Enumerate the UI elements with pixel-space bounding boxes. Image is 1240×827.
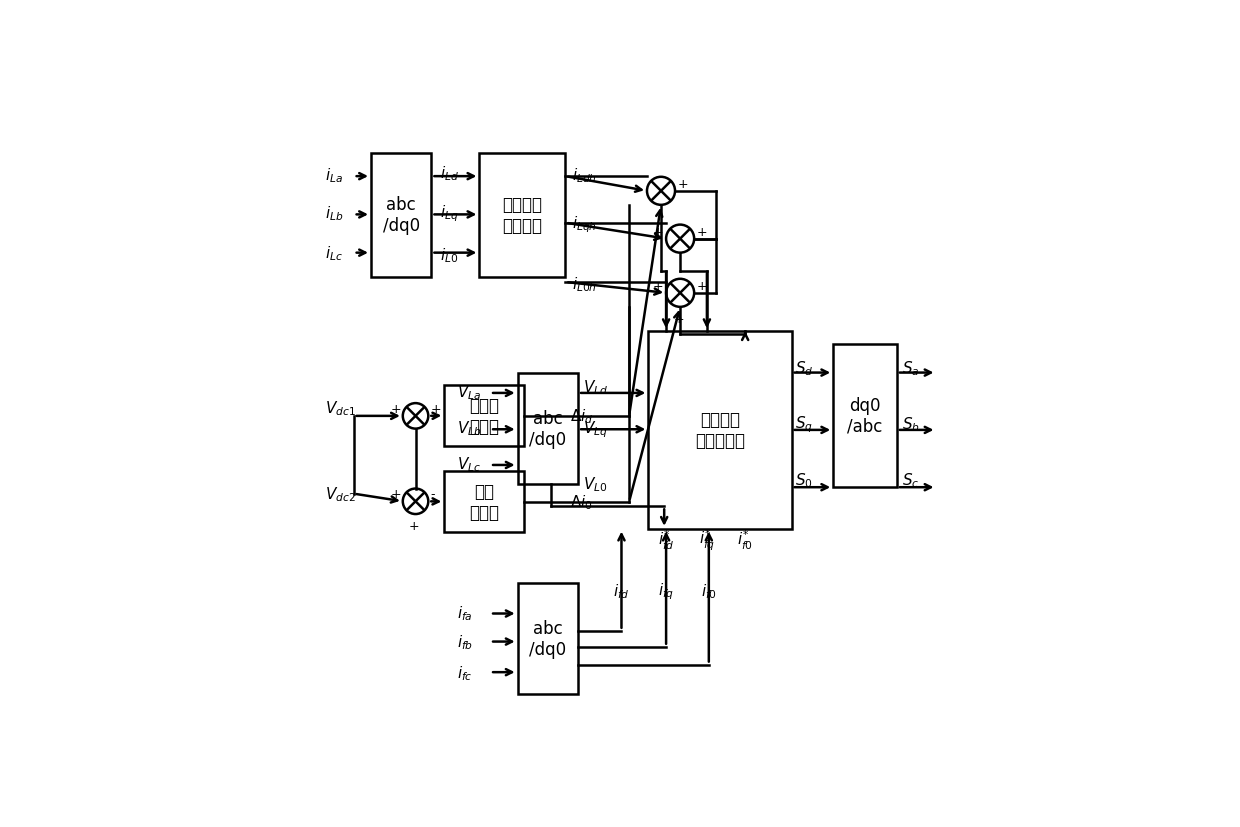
Text: abc
/dq0: abc /dq0 — [529, 409, 567, 448]
Text: $i_{f0}$: $i_{f0}$ — [701, 581, 717, 600]
Text: $S_{c}$: $S_{c}$ — [901, 471, 919, 490]
Text: $i_{fq}$: $i_{fq}$ — [658, 581, 675, 601]
Text: $i_{fa}$: $i_{fa}$ — [458, 604, 472, 623]
Text: $i_{La}$: $i_{La}$ — [325, 166, 343, 185]
Text: $i_{L0h}$: $i_{L0h}$ — [572, 275, 596, 294]
Text: $i_{fb}$: $i_{fb}$ — [458, 633, 474, 651]
Text: 谐波电流
指令提取: 谐波电流 指令提取 — [502, 196, 542, 235]
Text: $V_{Lq}$: $V_{Lq}$ — [583, 418, 608, 439]
Text: $i_{Lq}$: $i_{Lq}$ — [440, 203, 459, 224]
Text: +: + — [409, 519, 419, 533]
Text: $V_{Ld}$: $V_{Ld}$ — [583, 378, 609, 396]
Bar — [444, 385, 525, 447]
Text: $i_{Lb}$: $i_{Lb}$ — [325, 204, 343, 223]
Bar — [833, 344, 897, 488]
Text: $V_{dc1}$: $V_{dc1}$ — [325, 399, 356, 418]
Text: $i_{f0}^{*}$: $i_{f0}^{*}$ — [737, 528, 753, 552]
Text: 总电压
控制器: 总电压 控制器 — [469, 397, 498, 436]
Text: $i_{Lqh}$: $i_{Lqh}$ — [572, 214, 596, 235]
Text: $\Delta i_{0}$: $\Delta i_{0}$ — [570, 492, 593, 511]
Bar — [480, 153, 565, 278]
Bar — [371, 153, 432, 278]
Text: $V_{dc2}$: $V_{dc2}$ — [325, 485, 356, 504]
Text: +: + — [653, 226, 663, 239]
Text: $i_{Ld}$: $i_{Ld}$ — [440, 165, 459, 183]
Text: +: + — [391, 402, 401, 415]
Text: +: + — [673, 313, 684, 326]
Text: +: + — [677, 178, 688, 191]
Text: -: - — [430, 487, 435, 500]
Text: abc
/dq0: abc /dq0 — [383, 196, 420, 235]
Text: $\Delta i_{d}$: $\Delta i_{d}$ — [570, 406, 594, 425]
Text: $S_{d}$: $S_{d}$ — [795, 359, 813, 378]
Text: +: + — [430, 402, 441, 415]
Bar — [444, 471, 525, 533]
Text: $i_{fd}^{*}$: $i_{fd}^{*}$ — [657, 528, 675, 552]
Text: 电流内环
无源控制器: 电流内环 无源控制器 — [694, 411, 745, 450]
Text: $i_{Lc}$: $i_{Lc}$ — [325, 244, 343, 263]
Text: +: + — [697, 226, 707, 239]
Text: $V_{L0}$: $V_{L0}$ — [583, 476, 608, 494]
Text: $i_{fq}^{*}$: $i_{fq}^{*}$ — [698, 528, 715, 552]
Text: $S_{a}$: $S_{a}$ — [901, 359, 920, 378]
Text: $V_{La}$: $V_{La}$ — [458, 383, 481, 401]
Text: dq0
/abc: dq0 /abc — [847, 397, 883, 436]
Text: $S_{b}$: $S_{b}$ — [901, 414, 920, 433]
Text: $S_{q}$: $S_{q}$ — [795, 414, 813, 434]
Text: $i_{fd}$: $i_{fd}$ — [613, 581, 630, 600]
Bar — [517, 373, 578, 485]
Text: 差压
控制器: 差压 控制器 — [469, 483, 498, 521]
Text: +: + — [653, 280, 663, 293]
Text: $S_{0}$: $S_{0}$ — [795, 471, 812, 490]
Text: +: + — [391, 487, 401, 500]
Text: $i_{Ldh}$: $i_{Ldh}$ — [572, 166, 596, 185]
Text: $V_{Lb}$: $V_{Lb}$ — [458, 419, 481, 437]
Text: $i_{fc}$: $i_{fc}$ — [458, 663, 472, 681]
Text: +: + — [697, 280, 707, 293]
Bar — [517, 583, 578, 695]
Text: abc
/dq0: abc /dq0 — [529, 619, 567, 658]
Text: $V_{Lc}$: $V_{Lc}$ — [458, 455, 481, 474]
Text: $i_{L0}$: $i_{L0}$ — [440, 246, 458, 265]
Bar — [649, 332, 791, 529]
